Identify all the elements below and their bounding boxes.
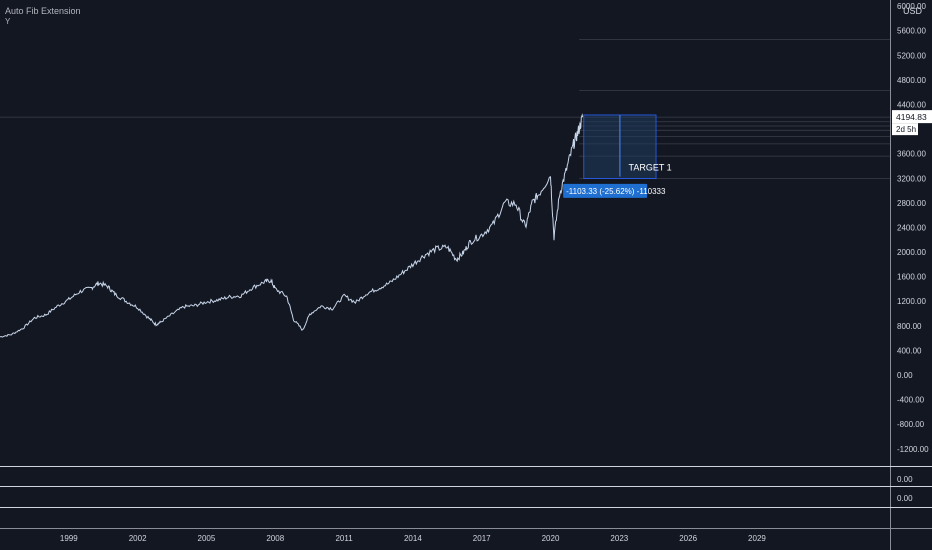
target-label: TARGET 1 xyxy=(629,162,672,172)
price-tick-label: 3600.00 xyxy=(897,150,926,159)
last-price-label: 4194.83 xyxy=(896,112,927,122)
time-tick-label: 2002 xyxy=(129,534,147,543)
time-tick-label: 2005 xyxy=(198,534,216,543)
price-tick-label: -800.00 xyxy=(897,420,925,429)
time-tick-label: 2011 xyxy=(335,534,353,543)
price-tick-label: -400.00 xyxy=(897,396,925,405)
fib-levels xyxy=(0,38,890,179)
measure-label-bg xyxy=(563,183,648,198)
countdown-badge xyxy=(892,123,918,136)
price-tick-label: 400.00 xyxy=(897,346,922,355)
price-tick-label: 2000.00 xyxy=(897,248,926,257)
time-tick-label: 2026 xyxy=(679,534,697,543)
price-tick-label: 0.00 xyxy=(897,371,913,380)
measure-label: -1103.33 (-25.62%) -110333 xyxy=(566,187,666,196)
currency-label: USD xyxy=(902,6,922,16)
price-tick-label: 2400.00 xyxy=(897,223,926,232)
time-tick-label: 2017 xyxy=(473,534,491,543)
price-tick-label: 3200.00 xyxy=(897,174,926,183)
indicator-title[interactable]: Auto Fib Extension xyxy=(5,6,81,16)
price-tick-label: 4800.00 xyxy=(897,76,926,85)
time-tick-label: 2008 xyxy=(266,534,284,543)
time-tick-label: 2014 xyxy=(404,534,422,543)
price-tick-label: -1200.00 xyxy=(897,445,929,454)
time-tick-label: 1999 xyxy=(60,534,78,543)
price-tick-label: 6000.00 xyxy=(897,2,926,11)
countdown-label: 2d 5h xyxy=(896,125,916,134)
price-tick-label: 2800.00 xyxy=(897,199,926,208)
time-tick-label: 2023 xyxy=(610,534,628,543)
price-tick-label: 1200.00 xyxy=(897,297,926,306)
last-price-badge xyxy=(892,110,932,124)
sub-pane-2-value: 0.00 xyxy=(897,494,913,503)
price-tick-label: 5200.00 xyxy=(897,51,926,60)
sub-pane-1-value: 0.00 xyxy=(897,475,913,484)
price-tick-label: 800.00 xyxy=(897,322,922,331)
time-tick-label: 2020 xyxy=(542,534,560,543)
price-tick-label: 4400.00 xyxy=(897,101,926,110)
time-axis[interactable]: 1999 2002 2005 2008 2011 2014 2017 2020 2023 2026… xyxy=(60,534,766,543)
price-tick-label: 1600.00 xyxy=(897,273,926,282)
indicator-subtitle: Y xyxy=(5,17,11,26)
price-tick-label: 5600.00 xyxy=(897,27,926,36)
price-series-line xyxy=(0,113,584,338)
time-tick-label: 2029 xyxy=(748,534,766,543)
price-axis[interactable]: 6000.00 5600.00 5200.00 4800.00 4400.00 3600.… xyxy=(897,2,929,454)
